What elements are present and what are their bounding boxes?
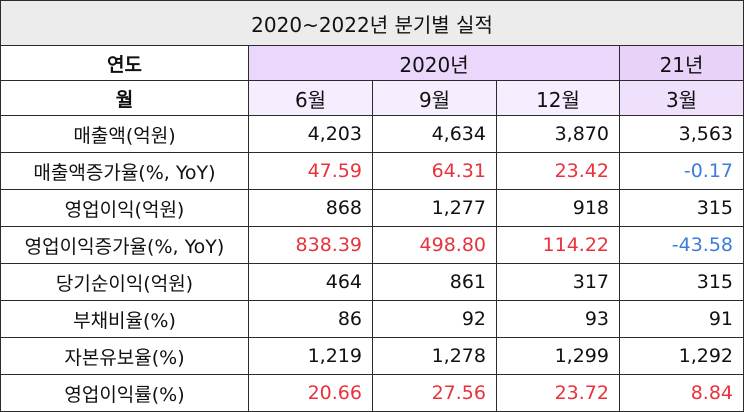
row-label: 부채비율(%) — [0, 300, 249, 338]
month-header-row: 월 6월 9월 12월 3월 — [0, 80, 744, 116]
value-cell: 47.59 — [248, 152, 373, 190]
value-cell: 1,277 — [372, 189, 497, 227]
row-label: 영업이익증가율(%, YoY) — [0, 226, 249, 264]
value-cell: 1,219 — [248, 337, 373, 375]
value-cell: 3,563 — [618, 115, 744, 153]
year-header-label: 연도 — [0, 45, 249, 81]
year-header-row: 연도 2020년 21년 — [0, 45, 744, 81]
value-cell: 918 — [496, 189, 620, 227]
value-cell: 315 — [618, 263, 744, 301]
value-cell: 315 — [618, 189, 744, 227]
value-cell: 8.84 — [618, 374, 744, 412]
table-row-debt-ratio: 부채비율(%) 86 92 93 91 — [0, 300, 744, 338]
row-label: 매출액증가율(%, YoY) — [0, 152, 249, 190]
table-row-net-income: 당기순이익(억원) 464 861 317 315 — [0, 263, 744, 301]
table-title-row: 2020~2022년 분기별 실적 — [0, 0, 744, 46]
value-cell: 1,299 — [496, 337, 620, 375]
value-cell: 20.66 — [248, 374, 373, 412]
month-header-cell: 12월 — [496, 80, 620, 116]
value-cell: 1,292 — [618, 337, 744, 375]
table-row-operating-margin: 영업이익률(%) 20.66 27.56 23.72 8.84 — [0, 374, 744, 412]
year-2020-header: 2020년 — [248, 45, 620, 81]
value-cell: 4,634 — [372, 115, 497, 153]
table-row-revenue: 매출액(억원) 4,203 4,634 3,870 3,563 — [0, 115, 744, 153]
table-row-revenue-growth: 매출액증가율(%, YoY) 47.59 64.31 23.42 -0.17 — [0, 152, 744, 190]
value-cell: 114.22 — [496, 226, 620, 264]
value-cell: 838.39 — [248, 226, 373, 264]
row-label: 매출액(억원) — [0, 115, 249, 153]
value-cell: 868 — [248, 189, 373, 227]
table-row-operating-profit: 영업이익(억원) 868 1,277 918 315 — [0, 189, 744, 227]
value-cell: 27.56 — [372, 374, 497, 412]
value-cell: 317 — [496, 263, 620, 301]
value-cell: -43.58 — [618, 226, 744, 264]
table-row-operating-profit-growth: 영업이익증가율(%, YoY) 838.39 498.80 114.22 -43… — [0, 226, 744, 264]
value-cell: 92 — [372, 300, 497, 338]
value-cell: 1,278 — [372, 337, 497, 375]
row-label: 영업이익(억원) — [0, 189, 249, 227]
value-cell: 464 — [248, 263, 373, 301]
month-header-cell: 6월 — [248, 80, 373, 116]
row-label: 영업이익률(%) — [0, 374, 249, 412]
table-title: 2020~2022년 분기별 실적 — [0, 0, 744, 46]
value-cell: 4,203 — [248, 115, 373, 153]
value-cell: 498.80 — [372, 226, 497, 264]
value-cell: 86 — [248, 300, 373, 338]
value-cell: 23.72 — [496, 374, 620, 412]
row-label: 당기순이익(억원) — [0, 263, 249, 301]
value-cell: 93 — [496, 300, 620, 338]
value-cell: 64.31 — [372, 152, 497, 190]
year-2021-header: 21년 — [618, 45, 744, 81]
table-row-reserve-ratio: 자본유보율(%) 1,219 1,278 1,299 1,292 — [0, 337, 744, 375]
value-cell: 3,870 — [496, 115, 620, 153]
value-cell: 23.42 — [496, 152, 620, 190]
value-cell: 91 — [618, 300, 744, 338]
month-header-label: 월 — [0, 80, 249, 116]
month-header-cell: 3월 — [618, 80, 744, 116]
row-label: 자본유보율(%) — [0, 337, 249, 375]
value-cell: -0.17 — [618, 152, 744, 190]
value-cell: 861 — [372, 263, 497, 301]
month-header-cell: 9월 — [372, 80, 497, 116]
